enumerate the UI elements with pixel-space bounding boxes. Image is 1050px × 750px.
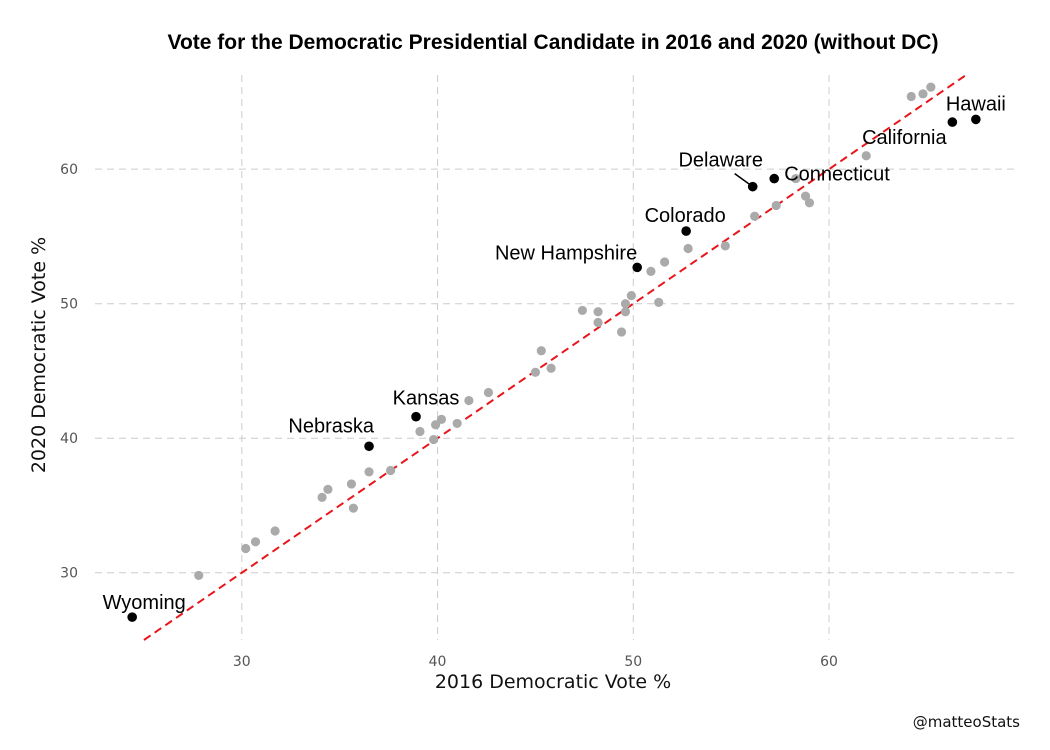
other-state-point (346, 479, 357, 489)
highlighted-point (364, 441, 374, 452)
y-tick-label: 60 (60, 162, 78, 178)
other-state-point (804, 198, 815, 208)
other-state-point (593, 307, 603, 317)
x-axis-label: 2016 Democratic Vote % (435, 671, 671, 693)
other-state-point (415, 426, 425, 437)
other-state-point (546, 363, 556, 373)
other-state-point (536, 346, 546, 356)
label-leader-line (734, 173, 754, 188)
state-label: Colorado (645, 205, 726, 227)
chart-title: Vote for the Democratic Presidential Can… (168, 31, 939, 54)
other-state-point (654, 297, 664, 307)
other-state-point (791, 173, 801, 184)
y-tick-label: 30 (60, 566, 78, 582)
y-tick-label: 50 (60, 297, 78, 313)
highlighted-point (127, 612, 137, 622)
state-label: New Hampshire (495, 242, 637, 264)
other-state-point (861, 151, 871, 161)
x-tick-label: 50 (624, 654, 642, 670)
other-state-point (771, 200, 781, 211)
highlighted-point (947, 117, 958, 127)
other-states-points (194, 82, 936, 581)
other-state-point (620, 307, 631, 317)
other-state-point (241, 543, 251, 554)
state-label: Wyoming (103, 592, 186, 614)
other-state-point (918, 89, 928, 99)
other-state-point (194, 570, 204, 581)
other-state-point (593, 317, 603, 328)
other-state-point (626, 291, 636, 301)
highlighted-point (769, 173, 780, 184)
highlighted-point (681, 226, 691, 236)
y-axis-label: 2020 Democratic Vote % (28, 237, 50, 473)
highlighted-point (411, 411, 421, 422)
other-state-point (926, 82, 936, 92)
other-state-point (270, 526, 280, 536)
x-tick-label: 30 (233, 654, 251, 670)
other-state-point (620, 299, 631, 309)
x-tick-label: 40 (429, 654, 447, 670)
other-state-point (250, 537, 261, 547)
other-state-point (436, 414, 447, 424)
other-state-point (906, 91, 916, 102)
y-tick-label: 40 (60, 431, 78, 447)
other-state-point (464, 395, 474, 406)
other-state-point (429, 434, 439, 445)
state-label: Kansas (393, 388, 460, 410)
highlighted-point (971, 114, 981, 125)
state-label: California (862, 127, 947, 149)
state-labels: Wyoming Nebraska Kansas New Hampshire Colora… (103, 93, 1006, 614)
other-state-point (750, 211, 760, 221)
other-state-point (660, 257, 670, 267)
state-label: Connecticut (784, 164, 890, 186)
other-state-point (385, 465, 396, 476)
other-state-point (430, 420, 441, 430)
other-state-point (720, 241, 730, 251)
other-state-point (800, 191, 811, 201)
state-label: Hawaii (946, 93, 1006, 115)
other-state-point (646, 266, 656, 277)
state-label: Nebraska (288, 415, 374, 437)
other-state-point (530, 367, 541, 377)
other-state-point (483, 387, 494, 398)
other-state-point (364, 467, 374, 477)
other-state-point (452, 418, 462, 429)
other-state-point (577, 305, 588, 316)
state-label: Delaware (678, 150, 762, 172)
gridlines (95, 75, 1015, 640)
highlighted-point (632, 262, 643, 273)
other-state-point (683, 243, 693, 254)
other-state-point (323, 484, 333, 494)
other-state-point (616, 327, 627, 337)
tick-labels: 30 40 50 60 30 40 50 60 (60, 162, 838, 670)
other-state-point (348, 503, 358, 513)
x-tick-label: 60 (820, 654, 838, 670)
reference-line (143, 74, 967, 641)
caption: @matteoStats (913, 713, 1020, 731)
highlighted-states-points (127, 114, 981, 622)
other-state-point (317, 492, 327, 503)
